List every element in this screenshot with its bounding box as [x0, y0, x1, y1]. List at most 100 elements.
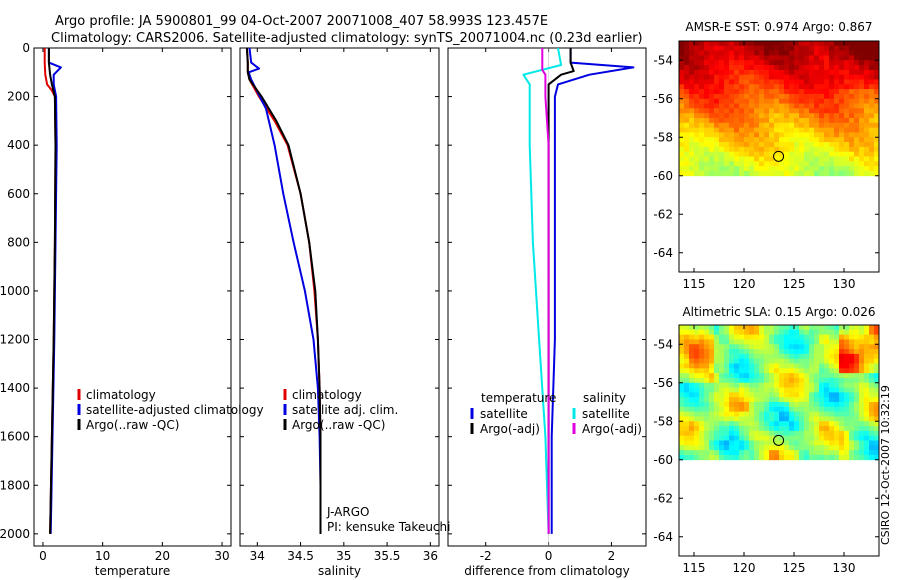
sla-map-cell [689, 325, 695, 331]
sla-map-cell [709, 387, 715, 393]
sla-map-cell [859, 349, 865, 355]
sst-map-cell [859, 166, 865, 172]
sla-map-cell [874, 445, 880, 451]
sst-map-cell [749, 156, 755, 162]
sla-map-cell [714, 334, 720, 340]
sst-map-cell [874, 166, 880, 172]
sla-map-cell [714, 392, 720, 398]
sla-map-cell [849, 334, 855, 340]
sst-map-cell [814, 142, 820, 148]
sst-map-cell [794, 45, 800, 52]
sst-map-cell [834, 156, 840, 162]
sla-map-cell [734, 416, 740, 422]
sla-map-cell [714, 344, 720, 350]
sla-map-cell [874, 430, 880, 437]
sst-map-cell [709, 41, 715, 47]
sst-map-cell [769, 98, 775, 104]
sla-map-cell [854, 406, 860, 413]
sst-map-cell [699, 50, 705, 56]
sst-map-cell [834, 151, 840, 157]
sst-map-cell [869, 84, 875, 90]
sla-map-cell [749, 426, 755, 432]
sst-map-cell [804, 127, 810, 133]
sst-map-cell [789, 118, 795, 124]
sst-map-cell [849, 166, 855, 172]
sst-map-cell [804, 151, 810, 157]
sla-map-cell [794, 397, 800, 403]
sla-map-cell [784, 406, 790, 413]
sla-map-cell [729, 325, 735, 331]
sla-map-cell [859, 387, 865, 393]
sla-map-cell [824, 377, 830, 384]
sla-map-cell [804, 397, 810, 403]
sla-map-cell [769, 440, 775, 446]
sla-map-cell [734, 377, 740, 384]
sla-map-cell [679, 426, 685, 432]
sla-map-cell [684, 334, 690, 340]
sla-map-cell [769, 329, 775, 336]
sla-map-cell [694, 325, 700, 331]
sla-map-cell [794, 344, 800, 350]
sst-map-cell [714, 170, 720, 177]
salinity-xtick-label: 34 [250, 549, 265, 563]
sst-map-cell [794, 170, 800, 177]
sla-map-cell [844, 397, 850, 403]
sst-map-cell [869, 89, 875, 95]
sla-map-cell [839, 368, 845, 374]
sst-map-cell [859, 103, 865, 109]
sla-map-cell [749, 353, 755, 360]
sla-map-cell [704, 349, 710, 355]
sla-map-cell [874, 344, 880, 350]
sla-map-cell [739, 377, 745, 384]
sla-map-cell [794, 353, 800, 360]
sst-map-cell [869, 108, 875, 114]
sla-map-cell [844, 426, 850, 432]
sla-map-cell [819, 349, 825, 355]
sla-map-cell [844, 445, 850, 451]
sst-map-cell [784, 84, 790, 90]
sla-map-cell [859, 382, 865, 388]
sst-map-cell [769, 55, 775, 61]
sst-map-cell [799, 142, 805, 148]
sla-map-cell [699, 392, 705, 398]
sla-map-cell [734, 397, 740, 403]
sst-map-cell [809, 50, 815, 56]
sla-map-cell [859, 445, 865, 451]
sla-map-cell [679, 387, 685, 393]
sst-map-cell [804, 137, 810, 143]
sla-map-cell [844, 392, 850, 398]
sla-map-cell [819, 440, 825, 446]
sla-map-cell [759, 411, 765, 417]
sst-map-cell [704, 45, 710, 52]
sla-map-cell [734, 411, 740, 417]
sla-map-cell [739, 387, 745, 393]
sla-map-cell [844, 377, 850, 384]
sla-map-cell [709, 430, 715, 437]
sla-map-cell [744, 339, 750, 345]
sst-map-cell [804, 50, 810, 56]
sla-map-cell [874, 329, 880, 336]
sla-map-cell [709, 334, 715, 340]
sla-map-cell [729, 382, 735, 388]
sst-map-cell [849, 79, 855, 85]
sst-map-cell [849, 113, 855, 119]
sla-map-cell [809, 353, 815, 360]
sla-map-cell [869, 435, 875, 441]
sla-map-cell [684, 421, 690, 427]
sst-map-cell [799, 45, 805, 52]
sla-map-cell [749, 430, 755, 437]
difference-xtick-label: 2 [608, 549, 616, 563]
sst-map-cell [819, 170, 825, 177]
sst-map-cell [689, 45, 695, 52]
sla-map-cell [779, 454, 785, 461]
sst-map-cell [809, 60, 815, 66]
sla-map-cell [719, 445, 725, 451]
sst-map-cell [839, 146, 845, 153]
sst-map-cell [834, 79, 840, 85]
sst-map-cell [764, 166, 770, 172]
sla-map-cell [854, 454, 860, 461]
sst-map-cell [829, 55, 835, 61]
sst-map-cell [839, 84, 845, 90]
sst-map-cell [704, 84, 710, 90]
sst-map-cell [824, 69, 830, 76]
